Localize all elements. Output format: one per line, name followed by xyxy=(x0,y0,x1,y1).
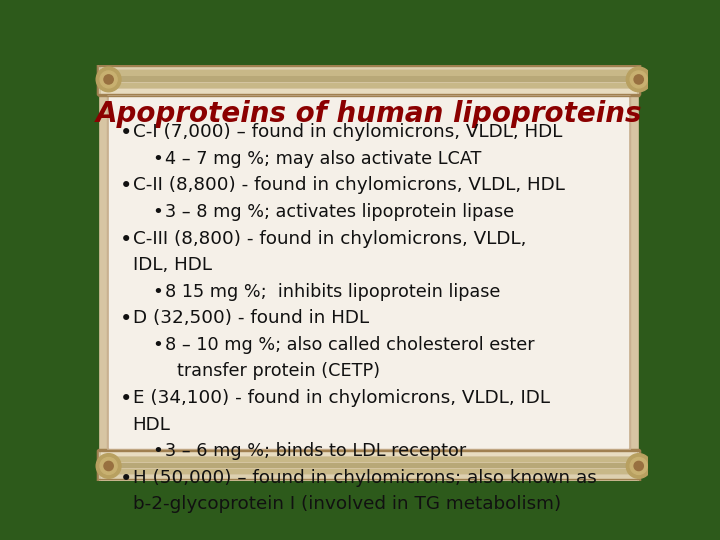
Text: •: • xyxy=(120,123,132,143)
Text: IDL, HDL: IDL, HDL xyxy=(132,256,212,274)
Circle shape xyxy=(100,71,117,88)
FancyBboxPatch shape xyxy=(98,450,640,482)
Text: HDL: HDL xyxy=(132,416,171,434)
FancyBboxPatch shape xyxy=(101,64,637,70)
Text: 3 – 6 mg %; binds to LDL receptor: 3 – 6 mg %; binds to LDL receptor xyxy=(165,442,467,460)
Text: C-III (8,800) - found in chylomicrons, VLDL,: C-III (8,800) - found in chylomicrons, V… xyxy=(132,230,526,247)
Circle shape xyxy=(634,75,644,84)
Circle shape xyxy=(634,461,644,470)
Text: H (50,000) – found in chylomicrons; also known as: H (50,000) – found in chylomicrons; also… xyxy=(132,469,596,487)
FancyBboxPatch shape xyxy=(101,76,637,82)
FancyBboxPatch shape xyxy=(101,475,637,481)
Text: transfer protein (CETP): transfer protein (CETP) xyxy=(177,362,380,380)
Circle shape xyxy=(630,71,647,88)
Text: C-II (8,800) - found in chylomicrons, VLDL, HDL: C-II (8,800) - found in chylomicrons, VL… xyxy=(132,177,564,194)
Text: Apoproteins of human lipoproteins: Apoproteins of human lipoproteins xyxy=(96,100,642,128)
FancyBboxPatch shape xyxy=(101,450,637,456)
FancyBboxPatch shape xyxy=(101,463,637,468)
Text: 4 – 7 mg %; may also activate LCAT: 4 – 7 mg %; may also activate LCAT xyxy=(165,150,482,168)
FancyBboxPatch shape xyxy=(99,74,639,471)
Text: •: • xyxy=(152,442,163,460)
FancyBboxPatch shape xyxy=(101,89,637,94)
Text: •: • xyxy=(152,150,163,168)
Text: C-I (7,000) – found in chylomicrons, VLDL, HDL: C-I (7,000) – found in chylomicrons, VLD… xyxy=(132,123,562,141)
FancyBboxPatch shape xyxy=(101,83,637,88)
Text: •: • xyxy=(120,309,132,329)
Text: b-2-glycoprotein I (involved in TG metabolism): b-2-glycoprotein I (involved in TG metab… xyxy=(132,495,561,513)
Circle shape xyxy=(104,461,113,470)
Text: 8 – 10 mg %; also called cholesterol ester: 8 – 10 mg %; also called cholesterol est… xyxy=(165,336,535,354)
Circle shape xyxy=(96,67,121,92)
FancyBboxPatch shape xyxy=(98,63,640,96)
Circle shape xyxy=(626,454,651,478)
Text: •: • xyxy=(120,230,132,249)
FancyBboxPatch shape xyxy=(99,94,110,451)
FancyBboxPatch shape xyxy=(101,469,637,475)
Text: •: • xyxy=(120,177,132,197)
Text: •: • xyxy=(152,203,163,221)
FancyBboxPatch shape xyxy=(101,70,637,76)
Text: •: • xyxy=(152,336,163,354)
Circle shape xyxy=(104,75,113,84)
FancyBboxPatch shape xyxy=(628,94,639,451)
Circle shape xyxy=(100,457,117,475)
Text: D (32,500) - found in HDL: D (32,500) - found in HDL xyxy=(132,309,369,327)
Circle shape xyxy=(626,67,651,92)
Text: •: • xyxy=(152,283,163,301)
Circle shape xyxy=(630,457,647,475)
Text: E (34,100) - found in chylomicrons, VLDL, IDL: E (34,100) - found in chylomicrons, VLDL… xyxy=(132,389,549,407)
Text: •: • xyxy=(120,389,132,409)
Circle shape xyxy=(96,454,121,478)
FancyBboxPatch shape xyxy=(101,457,637,462)
Text: 8 15 mg %;  inhibits lipoprotein lipase: 8 15 mg %; inhibits lipoprotein lipase xyxy=(165,283,500,301)
Text: •: • xyxy=(120,469,132,489)
Text: 3 – 8 mg %; activates lipoprotein lipase: 3 – 8 mg %; activates lipoprotein lipase xyxy=(165,203,514,221)
FancyBboxPatch shape xyxy=(108,96,630,450)
